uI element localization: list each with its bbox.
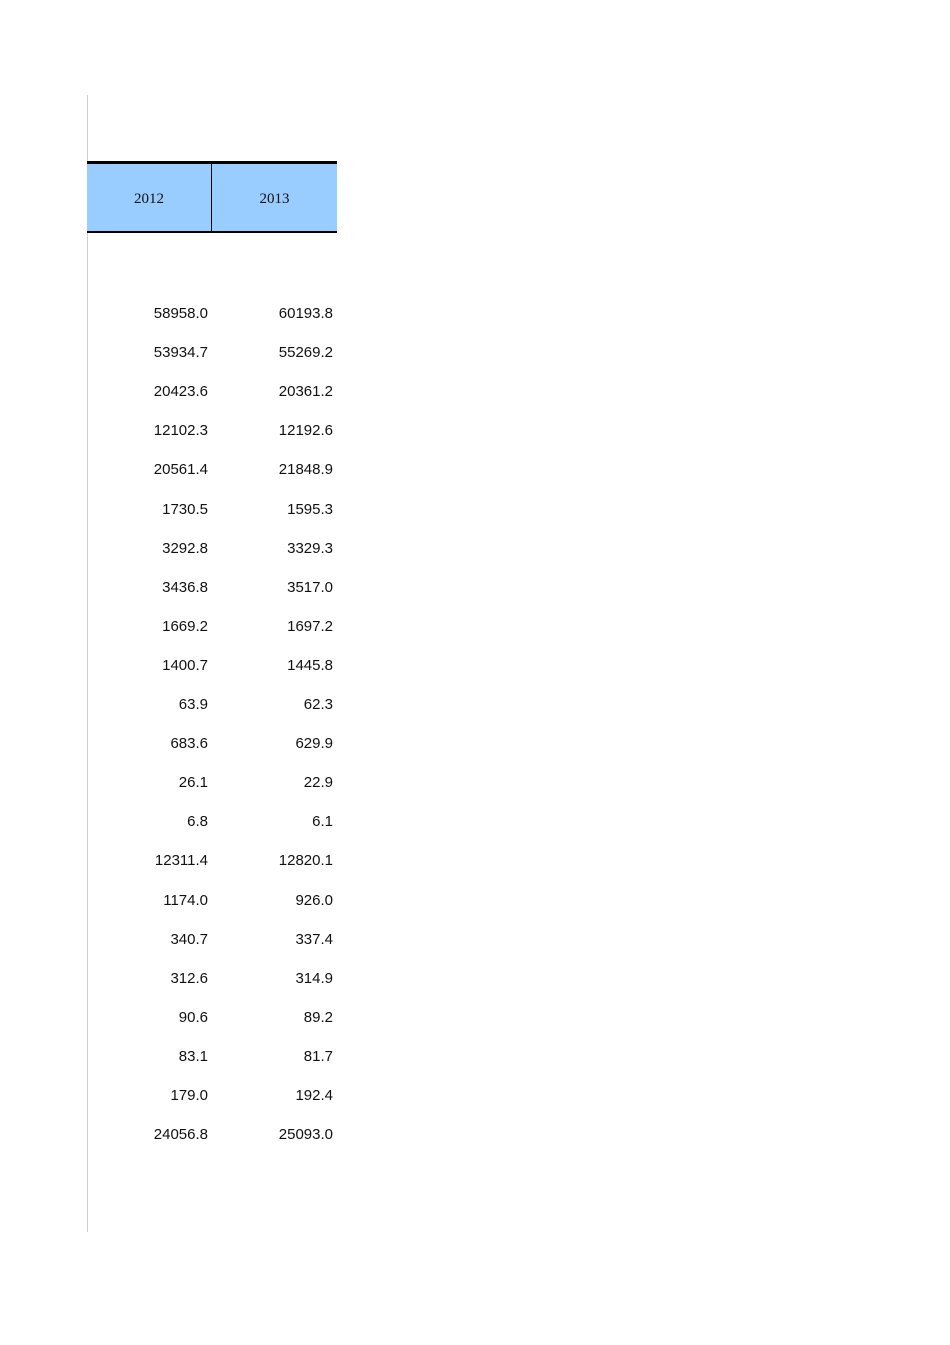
- table-cell-2013: 1697.2: [287, 617, 333, 635]
- table-row: 1730.5 1595.3: [0, 501, 340, 521]
- table-cell-2013: 60193.8: [278, 305, 333, 322]
- table-cell-2013: 314.9: [295, 969, 333, 987]
- table-cell-2012: 83.1: [178, 1047, 208, 1065]
- table-cell-2013: 1595.3: [287, 500, 333, 518]
- table-cell-2013: 3329.3: [287, 539, 333, 557]
- table-cell-2013: 20361.2: [278, 383, 333, 401]
- table-cell-2013: 6.1: [312, 813, 333, 831]
- table-header: 2012 2013: [87, 161, 337, 233]
- table-cell-2013: 3517.0: [287, 578, 333, 596]
- table-cell-2012: 6.8: [187, 813, 208, 831]
- table-cell-2013: 12820.1: [278, 852, 333, 870]
- table-row: 58958.0 60193.8: [0, 305, 340, 325]
- column-header-2012: 2012: [87, 164, 212, 231]
- table-cell-2012: 20423.6: [153, 383, 208, 401]
- table-row: 1174.0 926.0: [0, 892, 340, 912]
- table-cell-2012: 1174.0: [163, 891, 208, 909]
- table-cell-2012: 24056.8: [153, 1126, 208, 1144]
- table-cell-2012: 20561.4: [153, 461, 208, 479]
- table-row: 90.6 89.2: [0, 1009, 340, 1029]
- table-row: 312.6 314.9: [0, 970, 340, 990]
- table-cell-2013: 1445.8: [287, 656, 333, 674]
- table-cell-2013: 55269.2: [278, 344, 333, 362]
- table-cell-2013: 81.7: [303, 1047, 333, 1065]
- table-row: 20423.6 20361.2: [0, 383, 340, 403]
- table-row: 3292.8 3329.3: [0, 540, 340, 560]
- table-row: 1669.2 1697.2: [0, 618, 340, 638]
- table-cell-2012: 1400.7: [162, 656, 208, 674]
- table-cell-2013: 12192.6: [278, 422, 333, 440]
- table-cell-2012: 179.0: [170, 1087, 208, 1104]
- table-cell-2012: 1669.2: [162, 617, 208, 635]
- table-cell-2013: 926.0: [295, 891, 333, 909]
- table-row: 63.9 62.3: [0, 696, 340, 716]
- table-cell-2013: 22.9: [303, 774, 333, 792]
- table-cell-2012: 312.6: [170, 969, 208, 987]
- table-cell-2012: 3436.8: [162, 578, 208, 596]
- table-row: 683.6 629.9: [0, 735, 340, 755]
- table-cell-2013: 337.4: [295, 930, 333, 948]
- table-cell-2012: 1730.5: [162, 500, 208, 518]
- table-cell-2012: 12311.4: [154, 852, 208, 870]
- table-cell-2013: 62.3: [303, 696, 333, 713]
- table-row: 340.7 337.4: [0, 931, 340, 951]
- column-header-2013: 2013: [259, 191, 290, 207]
- table-row: 1400.7 1445.8: [0, 657, 340, 677]
- table-cell-2012: 12102.3: [153, 422, 208, 440]
- page-left-border: [87, 95, 88, 1232]
- table-row: 53934.7 55269.2: [0, 344, 340, 364]
- table-row: 20561.4 21848.9: [0, 461, 340, 481]
- table-cell-2013: 629.9: [295, 735, 333, 753]
- table-row: 6.8 6.1: [0, 813, 340, 833]
- table-cell-2013: 192.4: [295, 1087, 333, 1104]
- table-cell-2012: 53934.7: [153, 344, 208, 362]
- table-cell-2012: 58958.0: [153, 305, 208, 322]
- table-row: 3436.8 3517.0: [0, 579, 340, 599]
- table-row: 26.1 22.9: [0, 774, 340, 794]
- table-cell-2013: 89.2: [303, 1008, 333, 1026]
- table-cell-2012: 26.1: [178, 774, 208, 792]
- table-row: 179.0 192.4: [0, 1087, 340, 1107]
- table-cell-2013: 25093.0: [278, 1126, 333, 1144]
- table-row: 12311.4 12820.1: [0, 852, 340, 872]
- table-cell-2012: 90.6: [178, 1008, 208, 1026]
- table-cell-2012: 340.7: [170, 930, 208, 948]
- table-row: 24056.8 25093.0: [0, 1126, 340, 1146]
- table-row: 12102.3 12192.6: [0, 422, 340, 442]
- table-row: 83.1 81.7: [0, 1048, 340, 1068]
- table-cell-2012: 683.6: [170, 735, 208, 753]
- table-cell-2013: 21848.9: [278, 461, 333, 479]
- table-cell-2012: 63.9: [178, 696, 208, 713]
- table-cell-2012: 3292.8: [162, 539, 208, 557]
